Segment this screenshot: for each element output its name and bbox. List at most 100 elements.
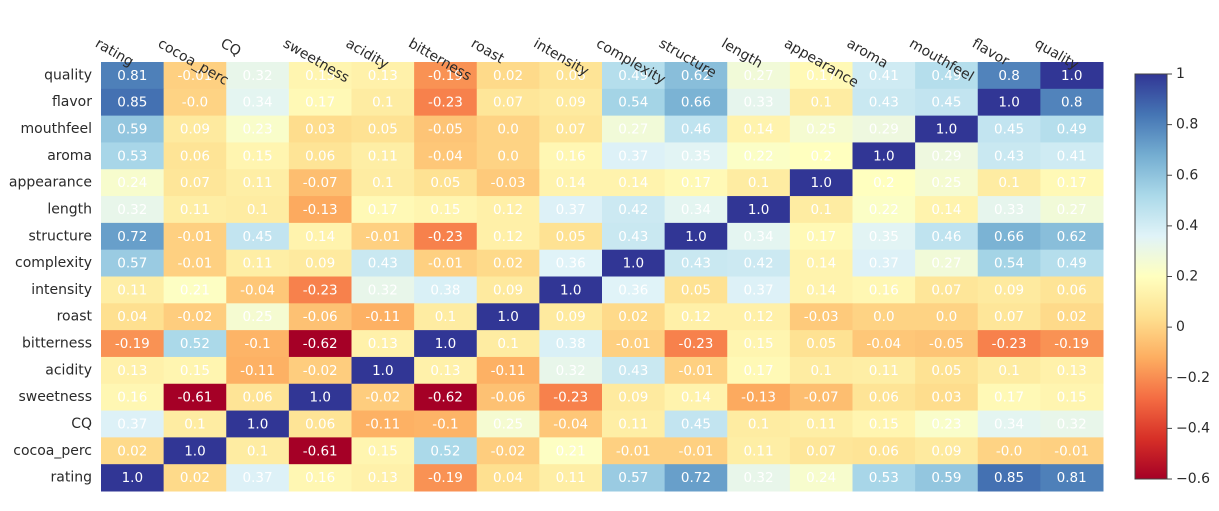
- cell-value-label: -0.0: [182, 95, 208, 111]
- cell-value-label: 0.14: [305, 229, 335, 245]
- heatmap-cell: [727, 169, 791, 197]
- cell-value-label: -0.0: [996, 443, 1022, 459]
- cell-value-label: 0.17: [744, 363, 774, 379]
- cell-value-label: -0.23: [303, 282, 338, 298]
- heatmap-cell: [101, 437, 165, 465]
- cell-value-label: 0.13: [368, 68, 398, 84]
- cell-value-label: -0.02: [303, 363, 338, 379]
- cell-value-label: 0.15: [869, 416, 899, 432]
- cell-value-label: 0.72: [681, 470, 711, 486]
- heatmap-cell: [288, 142, 352, 170]
- cell-value-label: 0.37: [243, 470, 273, 486]
- cell-value-label: -0.07: [804, 390, 839, 406]
- cell-value-label: 0.66: [681, 95, 711, 111]
- heatmap-cell: [226, 142, 290, 170]
- heatmap-cell: [101, 356, 165, 385]
- cell-value-label: 0.1: [810, 363, 831, 379]
- cell-value-label: 0.14: [618, 175, 648, 191]
- heatmap-cell: [602, 410, 666, 438]
- cell-value-label: 0.29: [869, 122, 899, 138]
- cell-value-label: 0.07: [994, 309, 1024, 325]
- heatmap-cell: [476, 169, 540, 197]
- heatmap-cell: [226, 276, 290, 304]
- cell-value-label: -0.04: [553, 416, 588, 432]
- heatmap-cell: [226, 196, 290, 224]
- cell-value-label: 1.0: [998, 95, 1019, 111]
- heatmap-cell: [539, 303, 603, 331]
- y-tick-label: roast: [57, 309, 93, 325]
- cell-value-label: 0.06: [556, 68, 586, 84]
- cell-value-label: 0.14: [931, 202, 961, 218]
- heatmap-cell: [226, 330, 290, 358]
- heatmap-cell: [351, 169, 415, 197]
- heatmap-cell: [602, 330, 666, 358]
- cell-value-label: 0.12: [493, 229, 523, 245]
- cell-value-label: 0.12: [744, 309, 774, 325]
- cell-value-label: 0.05: [931, 363, 961, 379]
- cell-value-label: 0.22: [869, 202, 899, 218]
- heatmap-cell: [226, 222, 290, 251]
- y-tick-label: structure: [28, 228, 92, 244]
- cell-value-label: 0.02: [493, 68, 523, 84]
- cell-value-label: 0.34: [994, 416, 1024, 432]
- heatmap-cell: [1040, 169, 1104, 197]
- heatmap-cell: [351, 115, 415, 143]
- heatmap-cell: [789, 410, 853, 438]
- cell-value-label: 0.15: [744, 336, 774, 352]
- heatmap-cell: [977, 169, 1041, 197]
- heatmap-cell: [664, 410, 728, 438]
- heatmap-cell: [602, 464, 666, 492]
- heatmap-cell: [163, 383, 227, 412]
- cell-value-label: 0.38: [430, 282, 460, 298]
- heatmap-cell: [163, 410, 227, 438]
- x-tick-label: CQ: [218, 36, 244, 60]
- cell-value-label: 0.17: [1057, 175, 1087, 191]
- cell-value-label: 0.32: [556, 363, 586, 379]
- heatmap-cell: [1040, 196, 1104, 224]
- heatmap-cell: [163, 222, 227, 251]
- heatmap-cell: [789, 330, 853, 358]
- cell-value-label: 1.0: [623, 256, 644, 272]
- cell-value-label: 0.45: [243, 229, 273, 245]
- heatmap-cell: [539, 383, 603, 412]
- cell-value-label: 0.66: [994, 229, 1024, 245]
- cell-value-label: 0.49: [618, 68, 648, 84]
- cell-value-label: -0.04: [866, 336, 901, 352]
- cell-value-label: -0.62: [428, 390, 463, 406]
- cell-value-label: -0.1: [432, 416, 458, 432]
- cell-value-label: 0.35: [869, 229, 899, 245]
- heatmap-cell: [664, 356, 728, 385]
- cell-value-label: 0.05: [368, 122, 398, 138]
- heatmap-cell: [288, 303, 352, 331]
- heatmap-cell: [977, 276, 1041, 304]
- heatmap-cell: [476, 196, 540, 224]
- cell-value-label: 0.41: [1057, 148, 1087, 164]
- cell-value-label: -0.23: [428, 95, 463, 111]
- cell-value-label: -0.11: [491, 363, 526, 379]
- heatmap-cell: [288, 196, 352, 224]
- cell-value-label: 0.45: [931, 95, 961, 111]
- heatmap-cell: [476, 356, 540, 385]
- cell-value-label: 0.49: [1057, 122, 1087, 138]
- cell-value-label: 0.11: [744, 443, 774, 459]
- cell-value-label: 0.14: [556, 175, 586, 191]
- heatmap-cell: [1040, 276, 1104, 304]
- cell-value-label: -0.19: [428, 68, 463, 84]
- heatmap-cell: [476, 222, 540, 251]
- cell-value-label: 0.41: [869, 68, 899, 84]
- heatmap-cell: [977, 437, 1041, 465]
- heatmap-cell: [101, 249, 165, 277]
- heatmap-cell: [727, 196, 791, 224]
- cell-value-label: 1.0: [748, 202, 769, 218]
- cell-value-label: 1.0: [936, 122, 957, 138]
- heatmap-cell: [539, 330, 603, 358]
- cell-value-label: 0.1: [247, 443, 268, 459]
- heatmap-cell: [163, 356, 227, 385]
- cell-value-label: 0.17: [305, 95, 335, 111]
- y-tick-label: appearance: [9, 175, 92, 191]
- heatmap-cell: [1040, 222, 1104, 251]
- heatmap-cell: [727, 437, 791, 465]
- cell-value-label: -0.02: [365, 390, 400, 406]
- cell-value-label: 0.49: [1057, 256, 1087, 272]
- cell-value-label: 0.02: [117, 443, 147, 459]
